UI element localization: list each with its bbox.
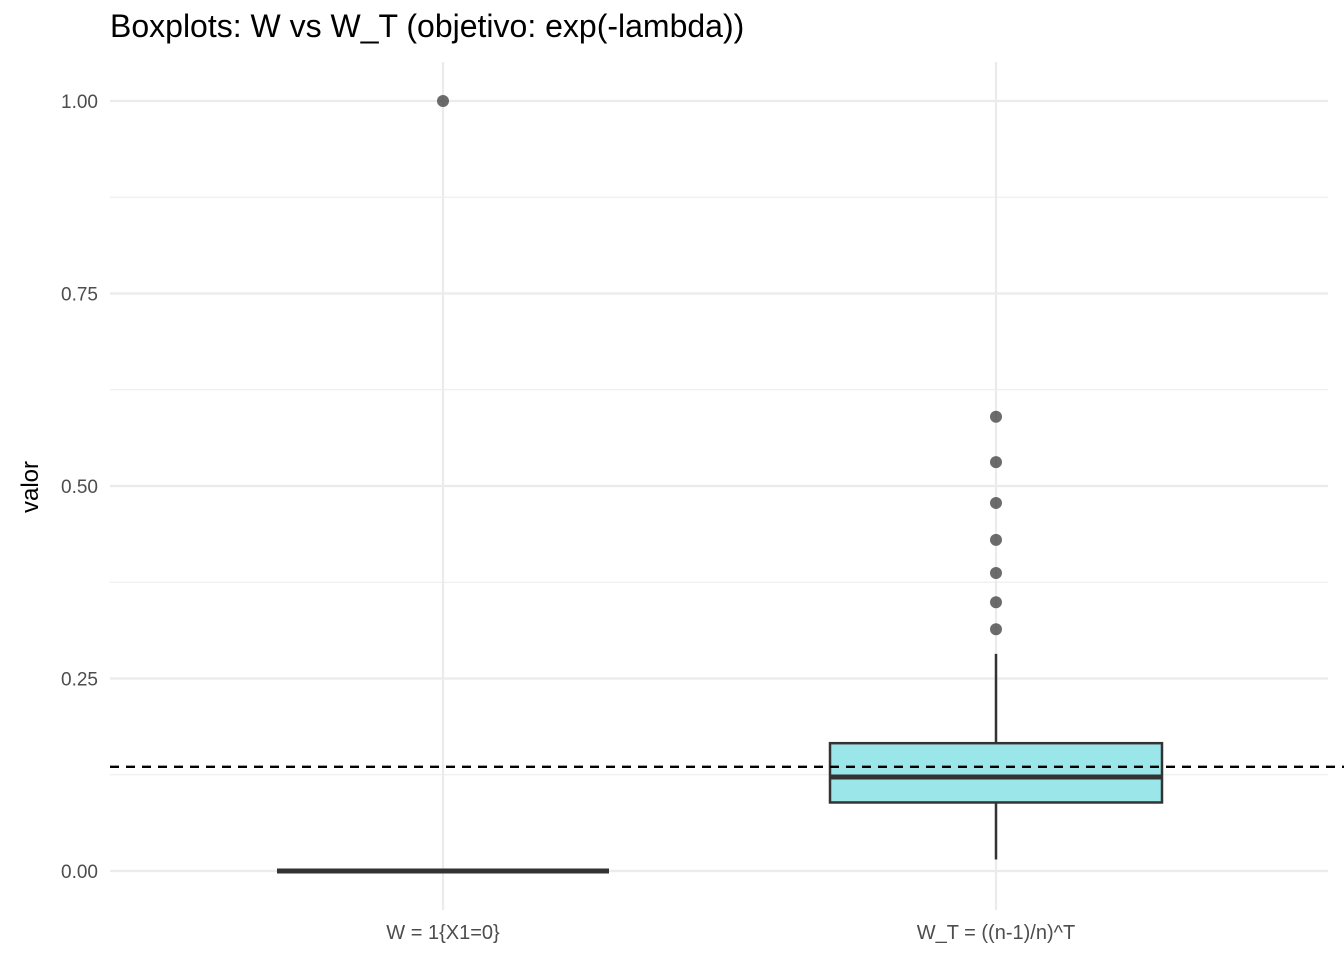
outlier-point bbox=[990, 533, 1002, 546]
iqr-box bbox=[828, 741, 1164, 804]
chart-title: Boxplots: W vs W_T (objetivo: exp(-lambd… bbox=[110, 8, 745, 44]
outlier-point bbox=[990, 596, 1002, 609]
boxes bbox=[277, 653, 1164, 874]
y-tick-label: 0.00 bbox=[61, 862, 98, 883]
x-tick-label: W = 1{X1=0} bbox=[386, 922, 500, 944]
y-axis-label: valor bbox=[17, 461, 44, 513]
y-tick-label: 0.75 bbox=[61, 285, 98, 306]
y-tick-label: 0.50 bbox=[61, 477, 98, 498]
box-2 bbox=[828, 653, 1164, 860]
y-tick-label: 1.00 bbox=[61, 92, 98, 113]
outliers bbox=[437, 95, 1002, 636]
outlier-point bbox=[990, 456, 1002, 469]
outlier-point bbox=[990, 496, 1002, 509]
outlier-point bbox=[990, 410, 1002, 423]
x-axis-ticks: W = 1{X1=0} W_T = ((n-1)/n)^T bbox=[386, 922, 1075, 944]
x-tick-label: W_T = ((n-1)/n)^T bbox=[917, 922, 1075, 944]
y-axis-ticks: 0.00 0.25 0.50 0.75 1.00 bbox=[61, 92, 98, 883]
y-tick-label: 0.25 bbox=[61, 670, 98, 691]
outlier-point bbox=[990, 623, 1002, 636]
outlier-point bbox=[437, 95, 449, 107]
outlier-point bbox=[990, 567, 1002, 580]
